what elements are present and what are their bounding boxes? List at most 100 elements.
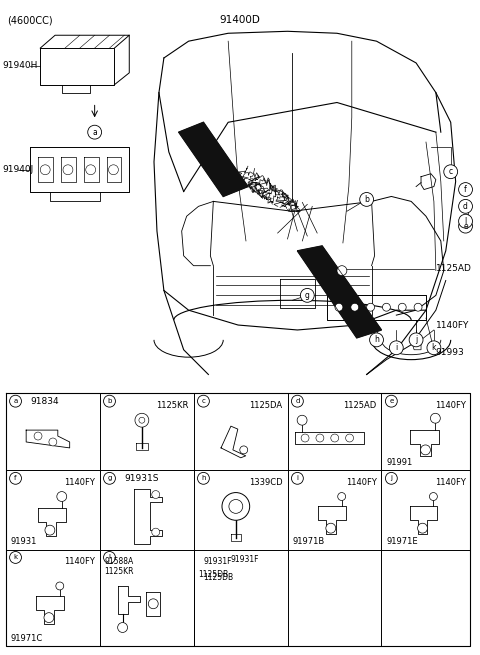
Circle shape (383, 303, 390, 311)
Circle shape (389, 341, 403, 355)
Text: 1140FY: 1140FY (346, 477, 376, 487)
Circle shape (40, 165, 50, 175)
Text: k: k (432, 343, 436, 352)
Circle shape (45, 525, 55, 535)
Circle shape (104, 472, 115, 484)
Circle shape (86, 165, 96, 175)
Circle shape (301, 434, 309, 442)
Text: f: f (464, 185, 467, 194)
Circle shape (63, 165, 73, 175)
Circle shape (335, 303, 343, 311)
Circle shape (458, 199, 472, 214)
Circle shape (197, 472, 209, 484)
Circle shape (291, 395, 303, 407)
Circle shape (44, 612, 54, 622)
Text: l: l (108, 554, 110, 561)
Text: k: k (13, 554, 18, 561)
Text: 91940J: 91940J (3, 165, 34, 174)
Circle shape (444, 165, 457, 179)
Text: (4600CC): (4600CC) (7, 16, 52, 26)
Circle shape (240, 446, 248, 454)
Circle shape (430, 493, 437, 500)
Text: f: f (14, 476, 17, 481)
Circle shape (370, 333, 384, 346)
Circle shape (398, 303, 406, 311)
Text: 1140FY: 1140FY (435, 477, 466, 487)
Text: 91834: 91834 (30, 397, 59, 405)
Text: i: i (297, 476, 299, 481)
Circle shape (118, 622, 128, 633)
Text: j: j (390, 476, 392, 481)
Circle shape (34, 432, 42, 440)
Circle shape (291, 472, 303, 484)
Text: 91971B: 91971B (292, 537, 324, 546)
Circle shape (431, 413, 440, 423)
Text: l: l (465, 217, 467, 226)
Text: c: c (202, 398, 205, 404)
Text: j: j (415, 335, 417, 345)
Circle shape (409, 333, 423, 346)
Circle shape (56, 582, 64, 590)
Circle shape (385, 472, 397, 484)
Circle shape (316, 434, 324, 442)
Circle shape (104, 395, 115, 407)
Text: h: h (201, 476, 206, 481)
Circle shape (458, 183, 472, 196)
Circle shape (139, 417, 145, 423)
Circle shape (351, 303, 359, 311)
Text: 1140FY: 1140FY (436, 320, 469, 329)
Text: 91931F: 91931F (204, 557, 232, 566)
Circle shape (152, 528, 160, 536)
Text: 1125KR: 1125KR (156, 401, 189, 409)
Circle shape (108, 165, 119, 175)
Text: 91400D: 91400D (220, 16, 261, 26)
Polygon shape (179, 122, 248, 196)
Text: 91993: 91993 (436, 348, 465, 357)
Text: i: i (395, 343, 397, 352)
Text: 91588A: 91588A (105, 557, 134, 566)
Circle shape (229, 500, 243, 514)
Circle shape (414, 303, 422, 311)
Text: g: g (108, 476, 112, 481)
Circle shape (152, 491, 160, 498)
Text: 91931: 91931 (11, 537, 37, 546)
Text: 91940H: 91940H (3, 62, 38, 70)
Circle shape (346, 434, 354, 442)
Text: g: g (305, 291, 310, 300)
Circle shape (297, 415, 307, 425)
Circle shape (385, 395, 397, 407)
Circle shape (10, 552, 22, 563)
Text: b: b (108, 398, 112, 404)
Text: 1125DA: 1125DA (250, 401, 283, 409)
Circle shape (57, 492, 67, 502)
Text: 1140FY: 1140FY (435, 401, 466, 409)
Circle shape (88, 125, 102, 139)
Circle shape (222, 493, 250, 520)
Text: 91931S: 91931S (124, 474, 159, 483)
Circle shape (418, 523, 428, 533)
Text: d: d (463, 202, 468, 211)
Text: d: d (295, 398, 300, 404)
Text: 1125KR: 1125KR (105, 567, 134, 576)
Text: e: e (389, 398, 394, 404)
Text: b: b (364, 195, 369, 204)
Circle shape (49, 438, 57, 446)
Text: 1125DB: 1125DB (199, 570, 228, 579)
Circle shape (458, 219, 472, 233)
Text: e: e (463, 221, 468, 231)
Text: 1125AD: 1125AD (436, 264, 472, 273)
Polygon shape (298, 246, 382, 338)
Text: c: c (449, 167, 453, 176)
Circle shape (412, 336, 420, 344)
Text: a: a (13, 398, 18, 404)
Text: 91991: 91991 (386, 458, 413, 467)
Text: h: h (374, 335, 379, 345)
Text: 1125DB: 1125DB (204, 572, 234, 582)
Circle shape (148, 599, 158, 608)
Circle shape (367, 303, 374, 311)
Circle shape (331, 434, 339, 442)
Circle shape (360, 193, 373, 206)
Circle shape (104, 552, 115, 563)
Text: 91971E: 91971E (386, 537, 418, 546)
Circle shape (135, 413, 149, 427)
